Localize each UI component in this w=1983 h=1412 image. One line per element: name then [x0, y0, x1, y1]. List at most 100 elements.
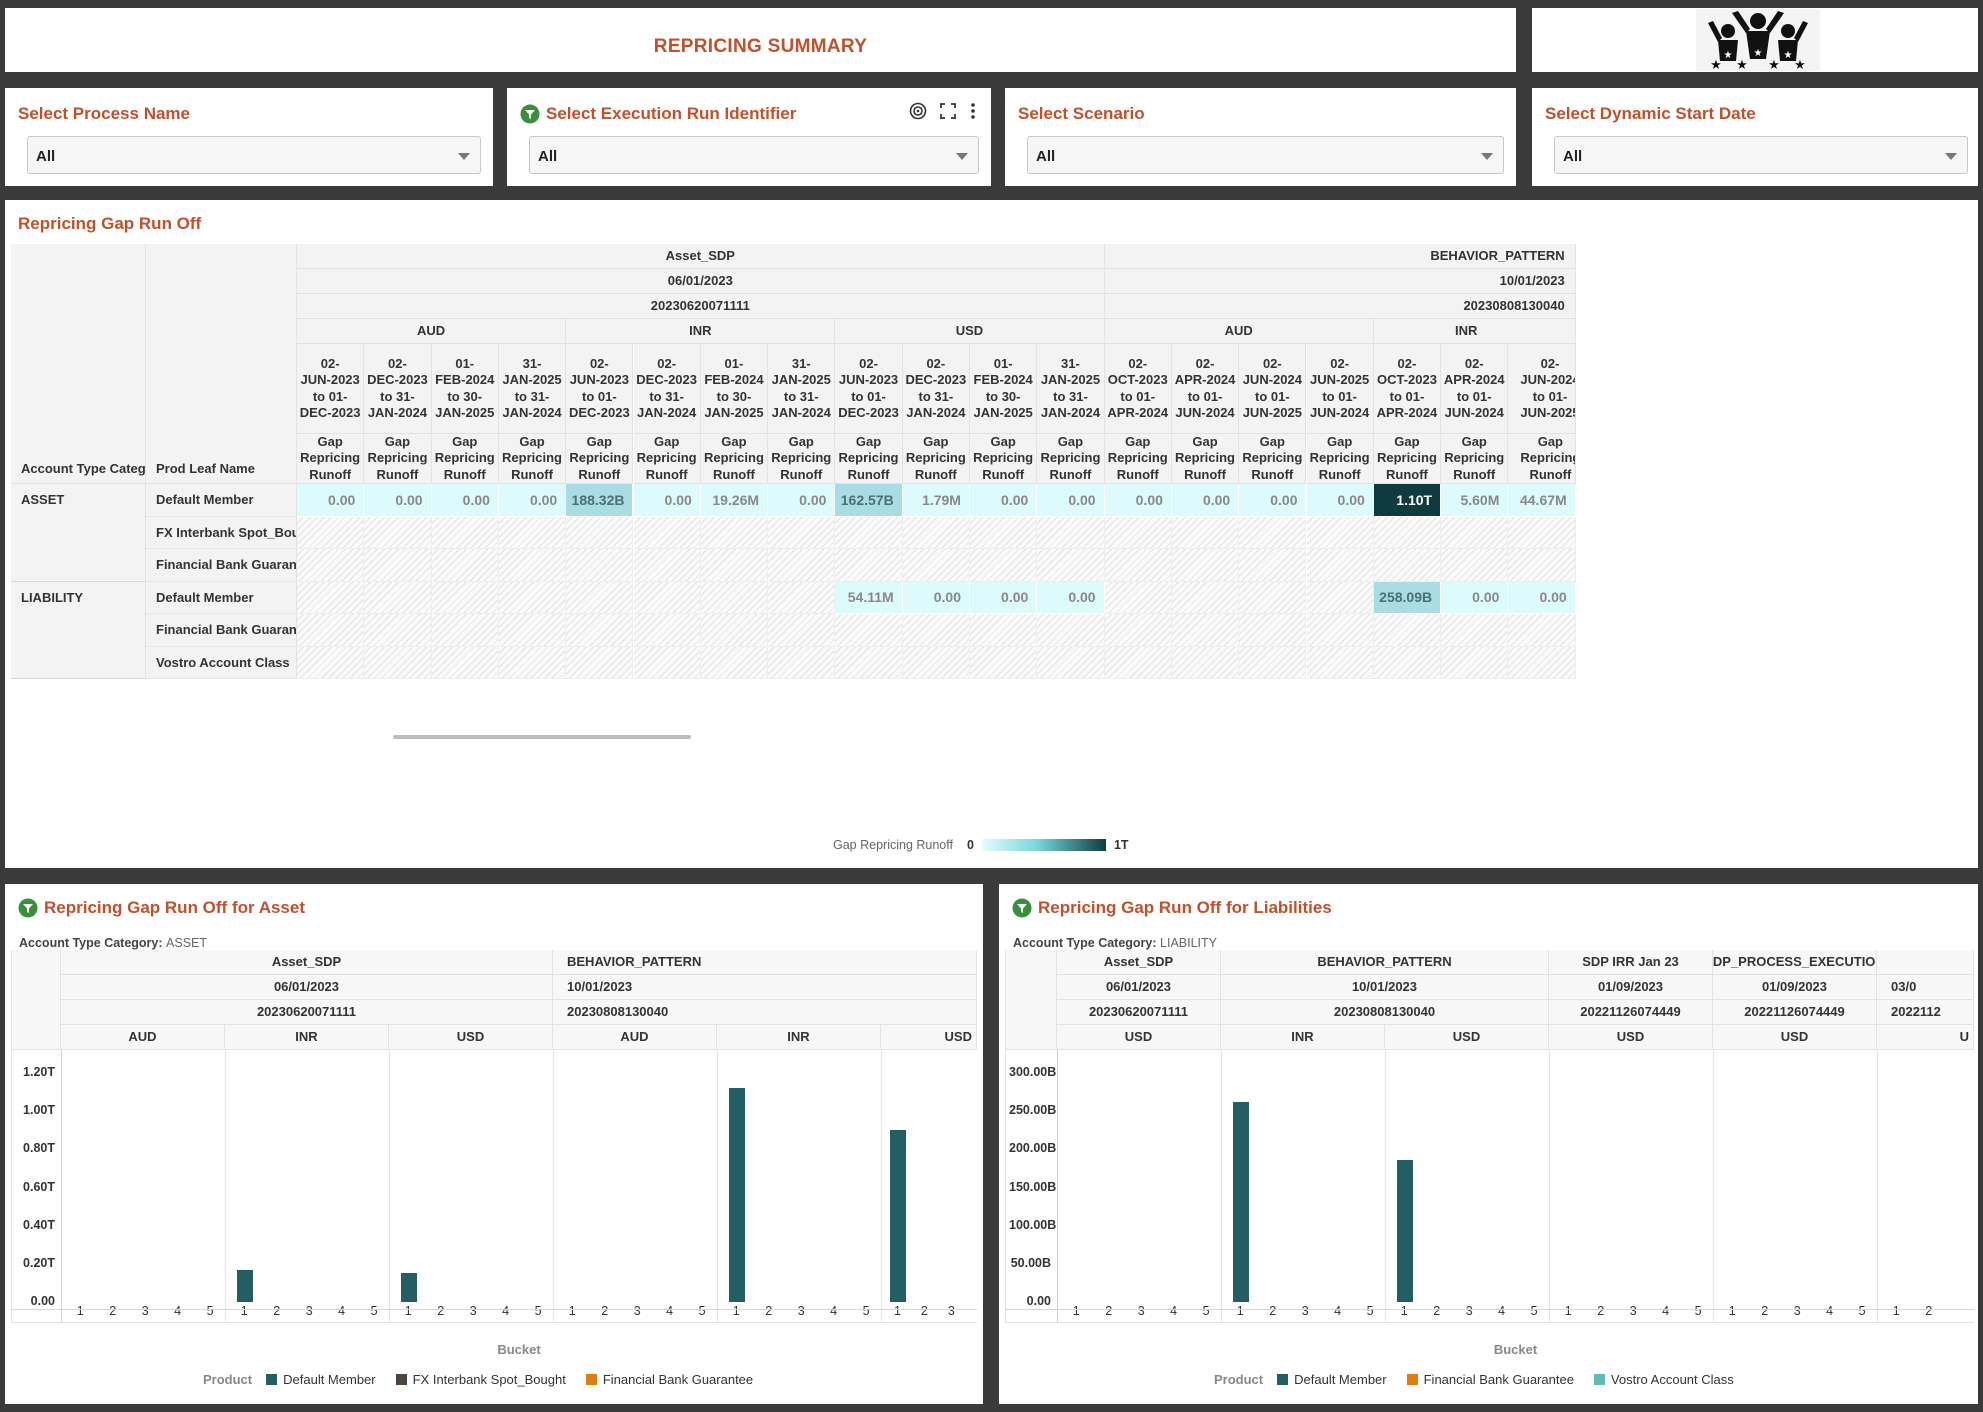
pivot-empty-cell — [768, 516, 836, 549]
pivot-empty-cell — [835, 549, 903, 582]
x-axis-title: Bucket — [1493, 1342, 1538, 1357]
bucket-tick-label: 5 — [698, 1304, 706, 1318]
pivot-value-cell[interactable]: 0.00 — [768, 484, 836, 517]
chart-currency-header: USD — [1713, 1025, 1877, 1050]
pivot-value-cell[interactable]: 0.00 — [364, 484, 432, 517]
chart-group-name: Asset_SDP — [61, 950, 553, 975]
pivot-empty-cell — [1306, 549, 1374, 582]
measure-header: Gap Repricing Runoff — [633, 434, 701, 484]
chevron-down-icon[interactable] — [1945, 153, 1957, 160]
pivot-value-cell[interactable]: 0.00 — [1508, 581, 1576, 614]
measure-header: Gap Repricing Runoff — [1171, 434, 1240, 484]
pivot-value-cell[interactable]: 258.09B — [1373, 581, 1442, 614]
scenario-select[interactable]: All — [1027, 136, 1504, 174]
expand-icon[interactable] — [939, 102, 957, 120]
pivot-empty-cell — [498, 646, 567, 679]
chevron-down-icon[interactable] — [1481, 153, 1493, 160]
pivot-value-cell[interactable]: 0.00 — [297, 484, 365, 517]
bar-default-member[interactable] — [236, 1269, 253, 1302]
pivot-empty-cell — [902, 516, 970, 549]
pivot-value-cell[interactable]: 0.00 — [970, 581, 1038, 614]
logo-panel: ★ ★ ★ ★ ★ ★ ★ — [1532, 8, 1978, 72]
pivot-value-cell[interactable]: 0.00 — [902, 581, 970, 614]
svg-text:★: ★ — [1768, 58, 1780, 71]
pivot-empty-cell — [1037, 549, 1105, 582]
pivot-value-cell[interactable]: 0.00 — [1239, 484, 1307, 517]
measure-header: Gap Repricing Runoff — [1104, 434, 1172, 484]
process-name-select[interactable]: All — [27, 136, 481, 174]
pivot-empty-cell — [1239, 581, 1307, 614]
pivot-empty-cell — [835, 516, 903, 549]
page-title: REPRICING SUMMARY — [653, 36, 868, 57]
pivot-empty-cell — [1239, 516, 1307, 549]
pivot-value-cell[interactable]: 54.11M — [835, 581, 903, 614]
bar-default-member[interactable] — [889, 1130, 906, 1302]
panel-divider — [1385, 1050, 1386, 1322]
filter-summary-value: ASSET — [166, 936, 208, 950]
pivot-value-cell[interactable]: 0.00 — [1037, 581, 1105, 614]
pivot-value-cell[interactable]: 5.60M — [1441, 484, 1509, 517]
legend-entry[interactable]: Default Member — [283, 1372, 376, 1387]
filter-icon — [1012, 898, 1032, 918]
pivot-value-cell[interactable]: 188.32B — [566, 484, 634, 517]
pivot-value-cell[interactable]: 1.10T — [1373, 484, 1442, 517]
chart-group-date: 10/01/2023 — [1221, 975, 1549, 1000]
pivot-value-cell[interactable]: 0.00 — [431, 484, 499, 517]
pivot-value-cell[interactable]: 19.26M — [700, 484, 769, 517]
bar-default-member[interactable] — [1396, 1160, 1413, 1302]
pivot-value-cell[interactable]: 0.00 — [1441, 581, 1509, 614]
measure-header: Gap Repricing Runoff — [1373, 434, 1442, 484]
pivot-value-cell[interactable]: 44.67M — [1508, 484, 1576, 517]
chevron-down-icon[interactable] — [458, 153, 470, 160]
legend-entry[interactable]: Financial Bank Guarantee — [1423, 1372, 1574, 1387]
execution-run-select[interactable]: All — [529, 136, 979, 174]
chart-currency-header: USD — [881, 1025, 977, 1050]
bucket-tick-label: 1 — [1072, 1304, 1080, 1318]
currency-header: INR — [566, 319, 836, 344]
pivot-empty-cell — [1104, 646, 1172, 679]
group-header-date: 06/01/2023 — [297, 269, 1105, 294]
bucket-tick-label: 5 — [1694, 1304, 1702, 1318]
group-header-run: 20230808130040 — [1104, 294, 1576, 319]
pivot-value-cell[interactable]: 1.79M — [902, 484, 970, 517]
horizontal-scrollbar[interactable] — [393, 735, 691, 739]
bar-default-member[interactable] — [1232, 1102, 1249, 1302]
pivot-empty-cell — [1373, 549, 1442, 582]
legend-entry[interactable]: Default Member — [1294, 1372, 1387, 1387]
pivot-value-cell[interactable]: 0.00 — [1171, 484, 1240, 517]
chevron-down-icon[interactable] — [956, 153, 968, 160]
plot-left-edge — [1005, 950, 1006, 1322]
pivot-value-cell[interactable]: 0.00 — [1037, 484, 1105, 517]
chart-group-name: BEHAVIOR_PATTERN — [553, 950, 977, 975]
y-tick-label: 200.00B — [1009, 1141, 1057, 1156]
period-header: 31- JAN-2025 to 31- JAN-2024 — [498, 344, 567, 434]
bucket-tick-label: 1 — [240, 1304, 248, 1318]
bar-default-member[interactable] — [400, 1273, 417, 1302]
more-options-icon[interactable] — [969, 102, 977, 120]
legend-entry[interactable]: FX Interbank Spot_Bought — [412, 1372, 566, 1387]
period-header: 31- JAN-2025 to 31- JAN-2024 — [768, 344, 836, 434]
pivot-empty-cell — [902, 549, 970, 582]
legend-entry[interactable]: Vostro Account Class — [1610, 1372, 1734, 1387]
bucket-tick-label: 1 — [76, 1304, 84, 1318]
bucket-tick-label: 4 — [338, 1304, 346, 1318]
pivot-table[interactable]: Account Type CategoryProd Leaf NameAsset… — [11, 244, 1977, 744]
pivot-empty-cell — [1508, 516, 1576, 549]
pivot-value-cell[interactable]: 0.00 — [498, 484, 567, 517]
product-legend: Product Default Member Financial Bank Guar… — [1214, 1372, 1748, 1387]
legend-entry[interactable]: Financial Bank Guarantee — [602, 1372, 754, 1387]
pivot-value-cell[interactable]: 0.00 — [1306, 484, 1374, 517]
pivot-value-cell[interactable]: 0.00 — [633, 484, 701, 517]
period-header: 01- FEB-2024 to 30- JAN-2025 — [431, 344, 499, 434]
y-tick-label: 0.00 — [1026, 1294, 1051, 1308]
pivot-empty-cell — [768, 581, 836, 614]
pivot-value-cell[interactable]: 162.57B — [835, 484, 903, 517]
bucket-tick-label: 2 — [765, 1304, 773, 1318]
bar-default-member[interactable] — [728, 1088, 745, 1302]
pivot-value-cell[interactable]: 0.00 — [1104, 484, 1172, 517]
pivot-value-cell[interactable]: 0.00 — [970, 484, 1038, 517]
target-icon[interactable] — [909, 102, 927, 120]
dynamic-start-date-select[interactable]: All — [1554, 136, 1968, 174]
filter-icon — [520, 104, 540, 124]
bucket-tick-label: 2 — [1761, 1304, 1769, 1318]
